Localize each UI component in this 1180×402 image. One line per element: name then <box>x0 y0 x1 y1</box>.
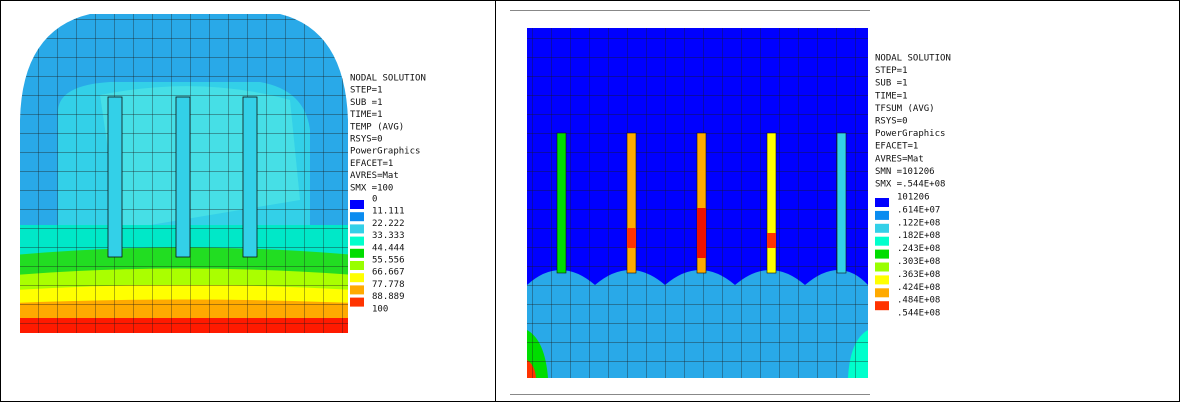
legend-label: .363E+08 <box>897 270 940 280</box>
info-line: TIME=1 <box>350 110 383 120</box>
info-line: STEP=1 <box>350 86 383 96</box>
legend-swatch <box>350 237 364 246</box>
legend-label: 100 <box>372 304 388 314</box>
legend-swatch <box>875 237 889 246</box>
info-line: PowerGraphics <box>350 147 420 157</box>
legend-label: .122E+08 <box>897 218 940 228</box>
info-line: RSYS=0 <box>875 117 908 127</box>
info-line: EFACET=1 <box>875 142 918 152</box>
legend-label: 101206 <box>897 193 930 203</box>
legend-label: .484E+08 <box>897 296 940 306</box>
info-line: NODAL SOLUTION <box>350 74 426 84</box>
legend-swatch <box>875 288 889 297</box>
legend-swatch <box>350 273 364 282</box>
legend-swatch <box>350 298 364 307</box>
legend-label: .424E+08 <box>897 283 940 293</box>
info-line: AVRES=Mat <box>350 171 399 181</box>
info-line: SMX =.544E+08 <box>875 180 945 190</box>
info-line: TFSUM (AVG) <box>875 104 935 114</box>
legend-swatch <box>350 224 364 233</box>
legend-swatch <box>875 211 889 220</box>
info-line: TIME=1 <box>875 91 908 101</box>
legend-label: .243E+08 <box>897 244 940 254</box>
info-line: SMN =101206 <box>875 167 935 177</box>
legend-swatch <box>350 261 364 270</box>
legend-swatch <box>875 263 889 272</box>
legend-label: 88.889 <box>372 292 405 302</box>
info-line: EFACET=1 <box>350 159 393 169</box>
legend-swatch <box>875 198 889 207</box>
legend-label: .303E+08 <box>897 257 940 267</box>
legend-label: 33.333 <box>372 231 405 241</box>
info-line: SUB =1 <box>875 79 908 89</box>
info-line: SMX =100 <box>350 183 393 193</box>
left-plot <box>15 5 355 335</box>
legend-swatch <box>350 285 364 294</box>
info-line: PowerGraphics <box>875 129 945 139</box>
legend-swatch <box>875 275 889 284</box>
legend-label: 55.556 <box>372 256 405 266</box>
info-line: RSYS=0 <box>350 135 383 145</box>
legend-label: 44.444 <box>372 243 405 253</box>
legend-swatch <box>350 249 364 258</box>
legend-label: 11.111 <box>372 207 405 217</box>
page: NODAL SOLUTION STEP=1 SUB =1 TIME=1 TEMP (AV… <box>0 0 1180 402</box>
legend-swatch <box>350 200 364 209</box>
legend-swatch <box>875 250 889 259</box>
info-line: AVRES=Mat <box>875 154 924 164</box>
right-plot <box>510 11 870 395</box>
info-line: TEMP (AVG) <box>350 122 404 132</box>
legend-label: .544E+08 <box>897 309 940 319</box>
legend-label: 77.778 <box>372 280 405 290</box>
legend-label: 0 <box>372 195 377 205</box>
legend-label: 66.667 <box>372 268 405 278</box>
legend-swatch <box>875 224 889 233</box>
legend-swatch <box>875 301 889 310</box>
legend-swatch <box>350 212 364 221</box>
info-line: NODAL SOLUTION <box>875 54 951 64</box>
legend-label: .614E+07 <box>897 205 940 215</box>
info-line: SUB =1 <box>350 98 383 108</box>
info-line: STEP=1 <box>875 66 908 76</box>
legend-label: .182E+08 <box>897 231 940 241</box>
screenshot: NODAL SOLUTION STEP=1 SUB =1 TIME=1 TEMP (AV… <box>0 0 1180 402</box>
legend-label: 22.222 <box>372 219 405 229</box>
